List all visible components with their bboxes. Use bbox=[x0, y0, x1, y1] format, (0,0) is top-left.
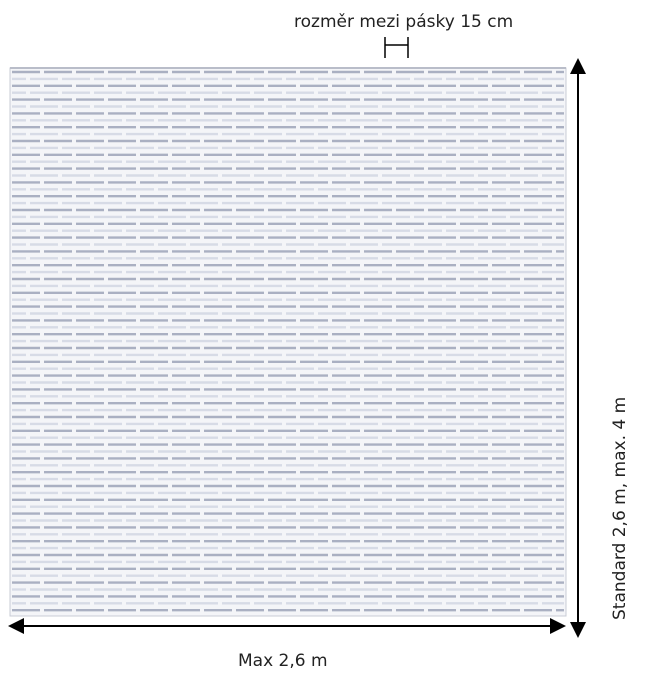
strip-spacing-label: rozměr mezi pásky 15 cm bbox=[294, 12, 514, 32]
strip-curtain-panel bbox=[9, 67, 567, 617]
height-arrow-icon bbox=[570, 58, 586, 638]
max-width-label: Max 2,6 m bbox=[238, 651, 328, 671]
curtain-strips bbox=[12, 70, 564, 612]
width-arrow-icon bbox=[8, 618, 566, 634]
spacing-marker-icon bbox=[384, 37, 409, 58]
height-label: Standard 2,6 m, max. 4 m bbox=[610, 396, 630, 620]
